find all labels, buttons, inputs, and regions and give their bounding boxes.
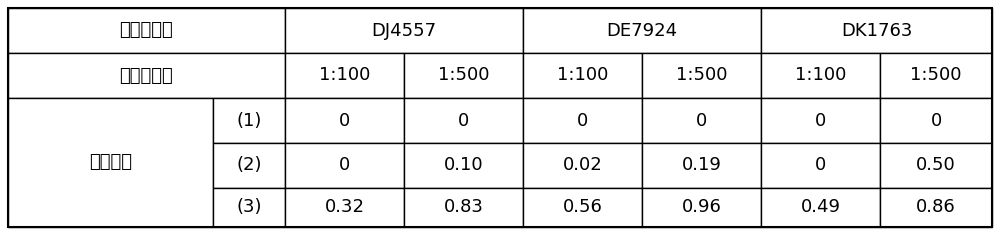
Bar bbox=[642, 143, 761, 188]
Bar bbox=[880, 188, 992, 227]
Bar bbox=[523, 188, 642, 227]
Text: 1:500: 1:500 bbox=[676, 67, 727, 85]
Bar bbox=[761, 53, 880, 98]
Bar bbox=[213, 143, 285, 188]
Text: 0.10: 0.10 bbox=[444, 157, 483, 175]
Text: 0: 0 bbox=[458, 111, 469, 129]
Text: 1:100: 1:100 bbox=[795, 67, 846, 85]
Text: 0.50: 0.50 bbox=[916, 157, 956, 175]
Text: (3): (3) bbox=[236, 199, 262, 216]
Text: 0.32: 0.32 bbox=[324, 199, 364, 216]
Text: 0.86: 0.86 bbox=[916, 199, 956, 216]
Text: 供试液浓度: 供试液浓度 bbox=[120, 67, 173, 85]
Bar bbox=[761, 98, 880, 143]
Text: 0.96: 0.96 bbox=[682, 199, 721, 216]
Bar bbox=[8, 98, 213, 227]
Bar bbox=[213, 188, 285, 227]
Text: (2): (2) bbox=[236, 157, 262, 175]
Text: 0: 0 bbox=[815, 111, 826, 129]
Bar bbox=[880, 143, 992, 188]
Bar bbox=[404, 143, 523, 188]
Text: 0: 0 bbox=[930, 111, 942, 129]
Text: 1:500: 1:500 bbox=[910, 67, 962, 85]
Text: (1): (1) bbox=[236, 111, 262, 129]
Bar bbox=[761, 143, 880, 188]
Bar bbox=[8, 8, 285, 53]
Text: 0.19: 0.19 bbox=[682, 157, 721, 175]
Text: 0: 0 bbox=[577, 111, 588, 129]
Bar bbox=[523, 98, 642, 143]
Bar bbox=[761, 8, 992, 53]
Text: 0: 0 bbox=[339, 111, 350, 129]
Text: 1:100: 1:100 bbox=[557, 67, 608, 85]
Bar bbox=[8, 53, 285, 98]
Bar bbox=[285, 188, 404, 227]
Bar bbox=[404, 188, 523, 227]
Bar bbox=[285, 143, 404, 188]
Bar bbox=[880, 53, 992, 98]
Bar bbox=[404, 98, 523, 143]
Bar bbox=[285, 53, 404, 98]
Text: 过滤速度: 过滤速度 bbox=[89, 153, 132, 172]
Text: 0.56: 0.56 bbox=[563, 199, 602, 216]
Text: DK1763: DK1763 bbox=[841, 21, 912, 39]
Text: 0: 0 bbox=[815, 157, 826, 175]
Bar bbox=[285, 8, 523, 53]
Text: 1:100: 1:100 bbox=[319, 67, 370, 85]
Text: 0: 0 bbox=[339, 157, 350, 175]
Bar bbox=[880, 98, 992, 143]
Bar bbox=[285, 98, 404, 143]
Bar bbox=[642, 53, 761, 98]
Text: DE7924: DE7924 bbox=[606, 21, 678, 39]
Bar bbox=[213, 98, 285, 143]
Text: 供试品批号: 供试品批号 bbox=[120, 21, 173, 39]
Bar bbox=[523, 53, 642, 98]
Bar bbox=[523, 143, 642, 188]
Bar bbox=[761, 188, 880, 227]
Bar bbox=[642, 98, 761, 143]
Bar bbox=[642, 188, 761, 227]
Text: 0.83: 0.83 bbox=[444, 199, 483, 216]
Text: 0: 0 bbox=[696, 111, 707, 129]
Text: 1:500: 1:500 bbox=[438, 67, 489, 85]
Bar bbox=[523, 8, 761, 53]
Text: 0.49: 0.49 bbox=[800, 199, 840, 216]
Bar bbox=[404, 53, 523, 98]
Text: 0.02: 0.02 bbox=[563, 157, 602, 175]
Text: DJ4557: DJ4557 bbox=[371, 21, 437, 39]
